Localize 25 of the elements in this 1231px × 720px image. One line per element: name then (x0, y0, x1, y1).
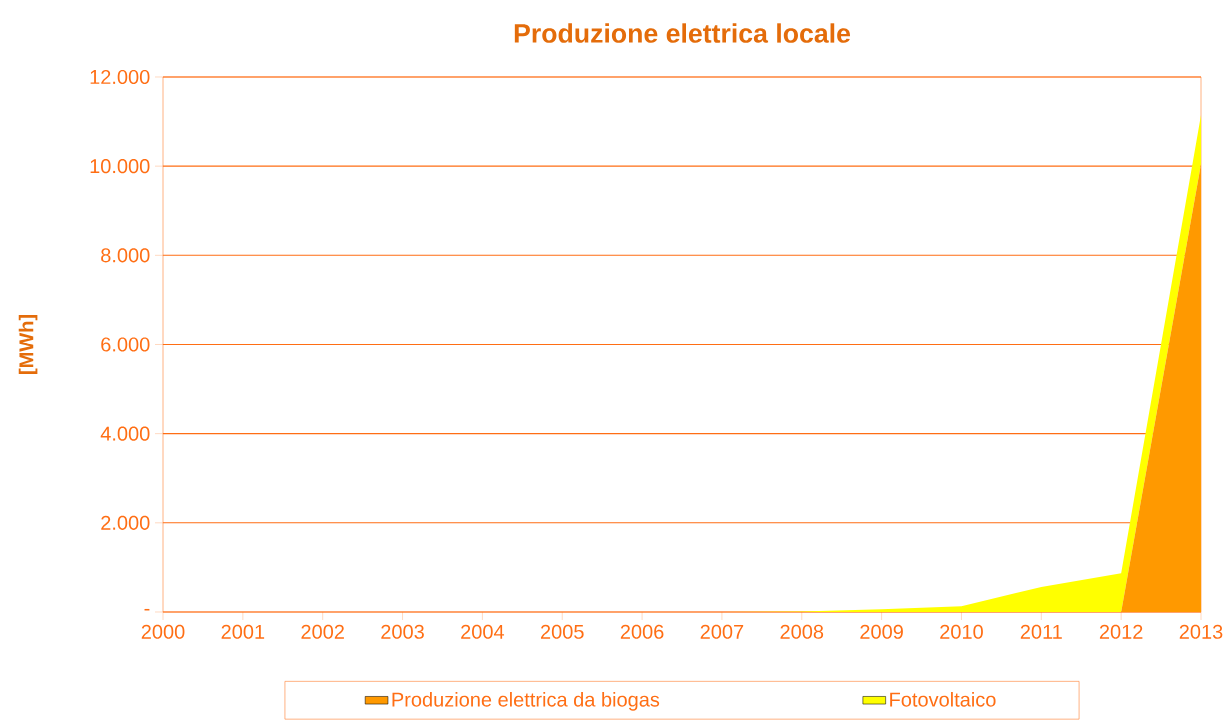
x-tick-label: 2001 (221, 624, 265, 639)
x-tick-label: 2008 (780, 624, 824, 639)
x-tick-label: 2005 (540, 624, 584, 639)
x-tick-label: 2002 (301, 624, 344, 639)
y-tick-label: 2.000 (101, 515, 150, 530)
x-tick-label: 2000 (141, 624, 185, 639)
y-tick-label: 8.000 (101, 248, 150, 263)
y-tick-label: 6.000 (101, 337, 150, 352)
legend-label: Fotovoltaico (890, 692, 996, 707)
x-tick-label: 2003 (381, 624, 424, 639)
x-tick-label: 2012 (1099, 624, 1143, 639)
y-tick-label: 4.000 (100, 426, 150, 441)
x-tick-label: 2013 (1179, 624, 1223, 639)
chart-title: Produzione elettrica locale (514, 23, 851, 43)
legend-label: Produzione elettrica da biogas (392, 692, 660, 711)
x-tick-label: 2004 (461, 624, 505, 639)
y-tick-label: - (144, 608, 150, 611)
y-tick-label: 12.000 (90, 69, 150, 85)
y-tick-label: 10.000 (90, 159, 150, 174)
x-tick-label: 2011 (1020, 624, 1062, 639)
y-axis-title: [MWh] (18, 315, 38, 374)
x-tick-label: 2009 (860, 624, 903, 639)
x-tick-label: 2010 (940, 624, 983, 639)
x-tick-label: 2006 (620, 624, 664, 639)
x-tick-label: 2007 (700, 624, 744, 639)
